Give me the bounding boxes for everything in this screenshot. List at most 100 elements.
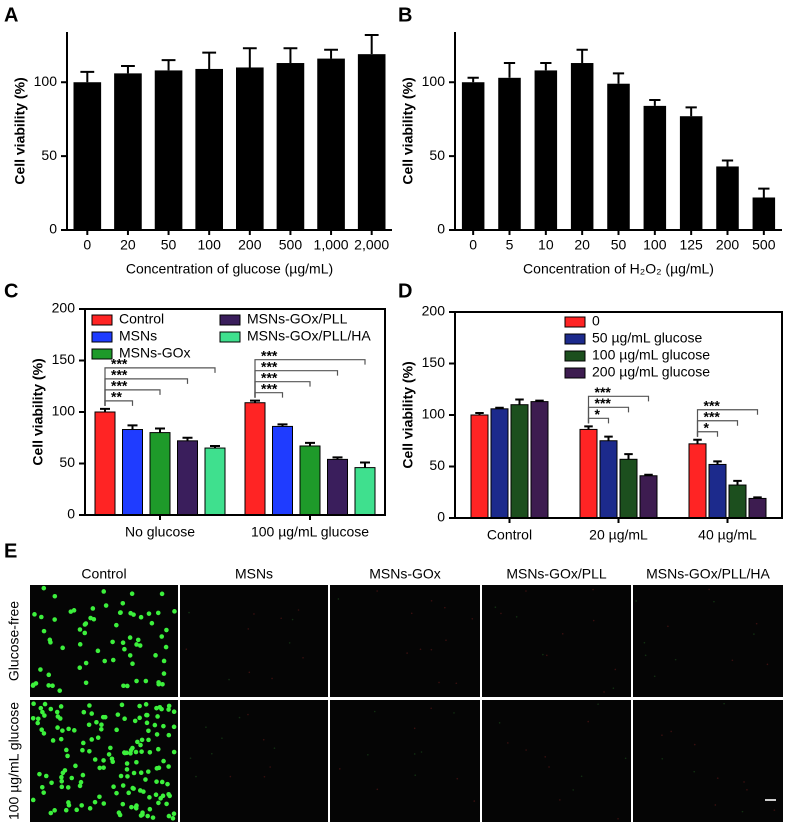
- cell-dot: [42, 713, 47, 718]
- error-bar: [364, 33, 379, 55]
- cell-dot: [80, 772, 86, 778]
- cell-dot: [413, 727, 416, 730]
- x-tick-label: 100: [643, 237, 667, 253]
- cell-dot: [150, 815, 156, 820]
- bar: [73, 82, 102, 231]
- cell-dot: [138, 742, 143, 748]
- cell-dot: [159, 706, 164, 712]
- cell-dot: [159, 779, 165, 785]
- cell-dot: [46, 683, 51, 688]
- micrograph: [633, 700, 783, 822]
- cell-dot: [72, 728, 77, 733]
- significance-bracket: [104, 367, 216, 406]
- cell-dot: [125, 683, 130, 689]
- cell-dot: [455, 682, 458, 685]
- cell-dot: [161, 658, 167, 664]
- cell-dot: [68, 609, 74, 614]
- significance-label: ***: [111, 356, 128, 372]
- cell-dot: [164, 627, 169, 633]
- cell-dot: [147, 806, 153, 812]
- cell-dot: [152, 722, 158, 728]
- bar: [276, 63, 305, 231]
- cell-dot: [43, 773, 49, 779]
- cell-dot: [101, 765, 106, 770]
- x-tick-label: 2,000: [354, 237, 389, 253]
- cell-dot: [155, 746, 161, 752]
- significance-label: ***: [261, 380, 278, 396]
- cell-dot: [110, 639, 115, 645]
- cell-dot: [159, 634, 165, 639]
- cell-dot: [367, 754, 369, 756]
- column-label: MSNs-GOx/PLL/HA: [646, 566, 770, 582]
- x-tick-label: 200: [238, 237, 262, 253]
- cell-dot: [153, 653, 158, 658]
- cell-dot: [83, 680, 89, 686]
- cell-dot: [121, 750, 127, 755]
- cell-dot: [73, 763, 78, 769]
- bar: [530, 401, 549, 519]
- x-axis-label: Concentration of H₂O₂ (µg/mL): [523, 261, 714, 277]
- cell-dot: [592, 619, 595, 622]
- cell-dot: [248, 671, 251, 674]
- micrograph: [180, 700, 328, 822]
- legend-label: Control: [119, 311, 164, 327]
- cell-dot: [674, 658, 677, 661]
- error-bar: [467, 76, 479, 83]
- cell-dot: [88, 615, 93, 621]
- cell-dot: [154, 732, 160, 737]
- significance-label: ***: [111, 378, 128, 394]
- error-bar: [80, 70, 95, 83]
- cell-dot: [139, 749, 144, 754]
- cell-dot: [205, 726, 207, 729]
- cell-dot: [188, 611, 190, 614]
- cell-dot: [661, 734, 663, 737]
- error-bar: [155, 427, 165, 433]
- x-tick-label: 5: [506, 237, 514, 253]
- error-bar: [649, 98, 661, 106]
- y-tick-label: 50: [59, 454, 75, 470]
- cell-dot: [376, 590, 378, 592]
- bar: [114, 73, 142, 230]
- cell-dot: [755, 622, 758, 625]
- legend-label: 0: [592, 313, 600, 329]
- cell-dot: [515, 616, 518, 618]
- cell-dot: [63, 807, 69, 813]
- y-tick-label: 0: [437, 509, 445, 525]
- legend-label: MSNs-GOx/PLL: [247, 311, 348, 327]
- cell-dot: [126, 790, 131, 796]
- significance-label: ***: [595, 395, 612, 411]
- cell-dot: [693, 770, 696, 773]
- x-tick-label: 50: [161, 237, 177, 253]
- cell-dot: [262, 738, 265, 741]
- cell-dot: [438, 681, 440, 684]
- cell-dot: [54, 709, 60, 715]
- cell-dot: [572, 789, 574, 791]
- cell-dot: [78, 779, 84, 785]
- cell-dot: [48, 810, 54, 816]
- cell-dot: [135, 739, 140, 745]
- significance-bracket: [254, 359, 366, 398]
- cell-dot: [414, 774, 417, 776]
- cell-dot: [137, 715, 142, 721]
- cell-dot: [471, 618, 474, 620]
- legend-swatch: [91, 331, 113, 343]
- cell-dot: [280, 617, 282, 620]
- cell-dot: [120, 783, 126, 788]
- error-bar: [576, 48, 588, 64]
- cell-dot: [119, 702, 125, 708]
- cell-dot: [101, 801, 107, 806]
- significance-label: *: [595, 406, 601, 422]
- cell-dot: [548, 766, 550, 768]
- cell-dot: [49, 780, 54, 786]
- cell-dot: [35, 720, 41, 726]
- cell-dot: [587, 720, 589, 723]
- cell-dot: [159, 591, 165, 597]
- significance-label: ***: [261, 369, 278, 385]
- cell-dot: [122, 646, 127, 652]
- cell-dot: [127, 653, 133, 658]
- cell-dot: [69, 775, 75, 781]
- error-bar: [324, 48, 338, 59]
- cell-dot: [753, 633, 755, 635]
- cell-dot: [137, 703, 142, 709]
- bar: [470, 414, 489, 519]
